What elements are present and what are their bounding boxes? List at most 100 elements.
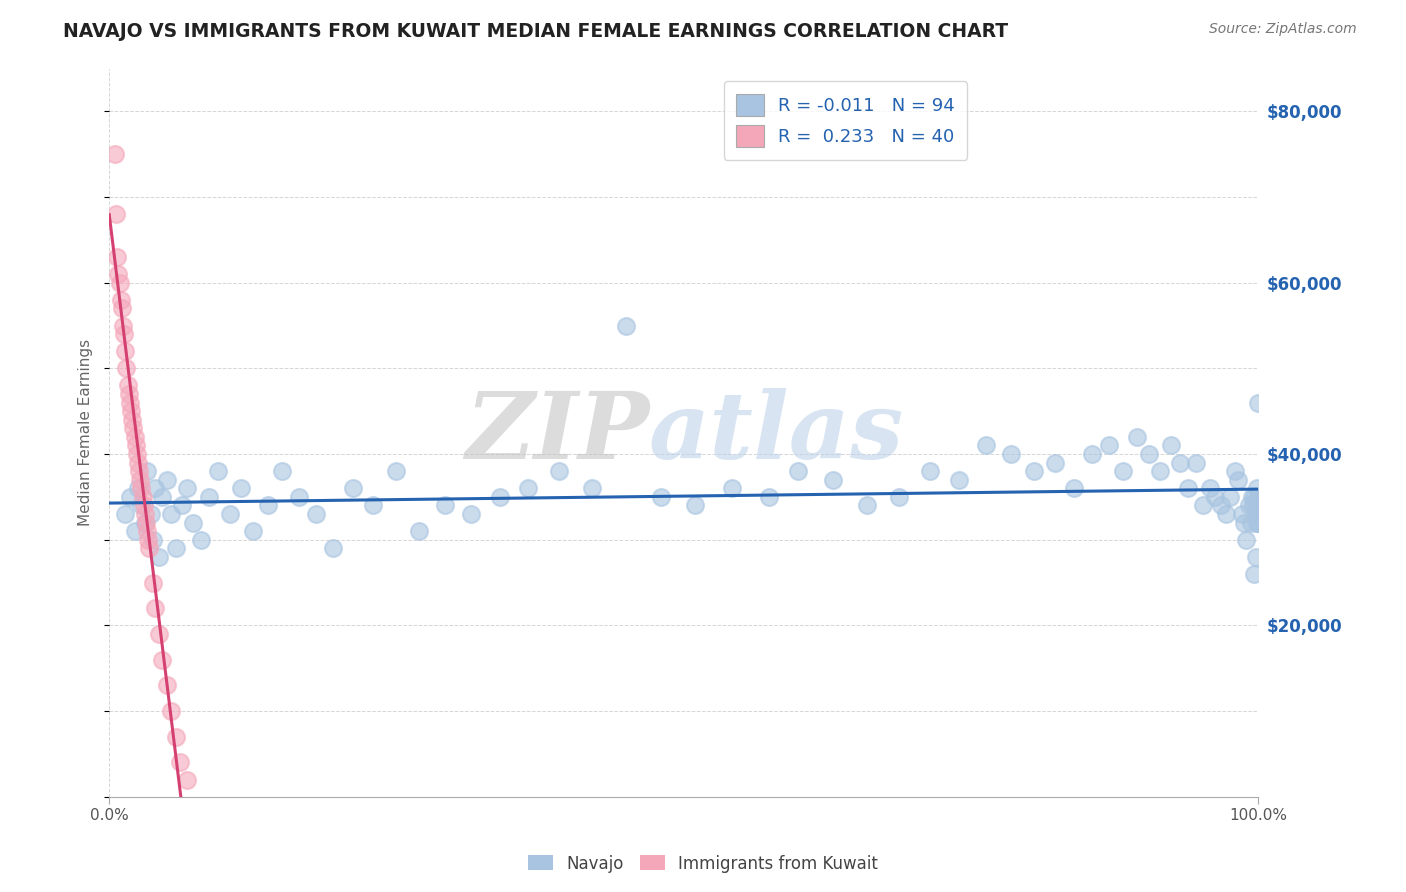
Point (1219, 490, 1241, 504)
Legend: Navajo, Immigrants from Kuwait: Navajo, Immigrants from Kuwait (522, 848, 884, 880)
Point (108, 276, 131, 290)
Point (363, 499, 385, 513)
Point (142, 575, 165, 590)
Point (758, 490, 780, 504)
Point (181, 516, 204, 530)
Point (118, 490, 141, 504)
Point (112, 327, 135, 342)
Point (131, 490, 153, 504)
Point (650, 490, 672, 504)
Point (136, 524, 159, 538)
Point (114, 344, 136, 359)
Point (132, 499, 155, 513)
Point (1240, 516, 1263, 530)
Point (160, 507, 183, 521)
Point (143, 601, 166, 615)
Point (1177, 481, 1199, 495)
Point (127, 456, 149, 470)
Point (1247, 395, 1270, 409)
Point (1246, 481, 1268, 495)
Point (134, 516, 156, 530)
Point (1243, 566, 1265, 581)
Point (1160, 438, 1182, 452)
Point (408, 524, 430, 538)
Point (176, 772, 198, 787)
Point (1244, 507, 1267, 521)
Point (1112, 464, 1135, 478)
Point (1204, 490, 1226, 504)
Point (156, 678, 179, 692)
Point (117, 378, 139, 392)
Point (614, 318, 637, 333)
Point (1246, 516, 1268, 530)
Point (1247, 490, 1270, 504)
Point (242, 524, 264, 538)
Point (165, 541, 187, 556)
Text: Source: ZipAtlas.com: Source: ZipAtlas.com (1209, 22, 1357, 37)
Point (1168, 456, 1191, 470)
Point (115, 361, 138, 376)
Point (110, 293, 132, 307)
Point (165, 730, 187, 744)
Point (385, 464, 408, 478)
Point (1230, 507, 1253, 521)
Point (1000, 447, 1022, 461)
Point (920, 464, 942, 478)
Point (112, 318, 135, 333)
Point (231, 481, 253, 495)
Point (129, 473, 152, 487)
Point (1233, 516, 1256, 530)
Point (118, 387, 141, 401)
Point (1198, 481, 1220, 495)
Point (131, 499, 153, 513)
Point (581, 481, 603, 495)
Point (118, 395, 141, 409)
Point (1043, 456, 1066, 470)
Point (1237, 499, 1260, 513)
Point (138, 541, 160, 556)
Point (683, 499, 706, 513)
Point (1215, 507, 1237, 521)
Point (160, 704, 183, 718)
Point (1243, 490, 1265, 504)
Point (1063, 481, 1085, 495)
Point (105, 250, 128, 264)
Point (787, 464, 810, 478)
Point (134, 507, 156, 521)
Point (135, 516, 157, 530)
Point (433, 499, 456, 513)
Point (270, 464, 292, 478)
Point (218, 507, 240, 521)
Point (720, 481, 742, 495)
Point (148, 627, 170, 641)
Point (190, 533, 212, 547)
Point (856, 499, 879, 513)
Point (256, 499, 278, 513)
Point (1191, 499, 1213, 513)
Point (1185, 456, 1208, 470)
Point (1227, 473, 1250, 487)
Point (143, 481, 166, 495)
Point (207, 464, 229, 478)
Point (1247, 516, 1270, 530)
Text: NAVAJO VS IMMIGRANTS FROM KUWAIT MEDIAN FEMALE EARNINGS CORRELATION CHART: NAVAJO VS IMMIGRANTS FROM KUWAIT MEDIAN … (63, 22, 1008, 41)
Point (120, 404, 142, 418)
Point (1223, 464, 1246, 478)
Point (548, 464, 571, 478)
Point (342, 481, 364, 495)
Point (142, 533, 165, 547)
Text: atlas: atlas (650, 388, 904, 477)
Point (1234, 533, 1257, 547)
Point (1149, 464, 1171, 478)
Point (128, 464, 150, 478)
Legend: R = -0.011   N = 94, R =  0.233   N = 40: R = -0.011 N = 94, R = 0.233 N = 40 (724, 81, 967, 160)
Point (460, 507, 482, 521)
Point (156, 473, 179, 487)
Point (1126, 430, 1149, 444)
Point (305, 507, 328, 521)
Point (150, 490, 173, 504)
Point (124, 438, 146, 452)
Point (125, 447, 148, 461)
Point (948, 473, 970, 487)
Point (1241, 499, 1264, 513)
